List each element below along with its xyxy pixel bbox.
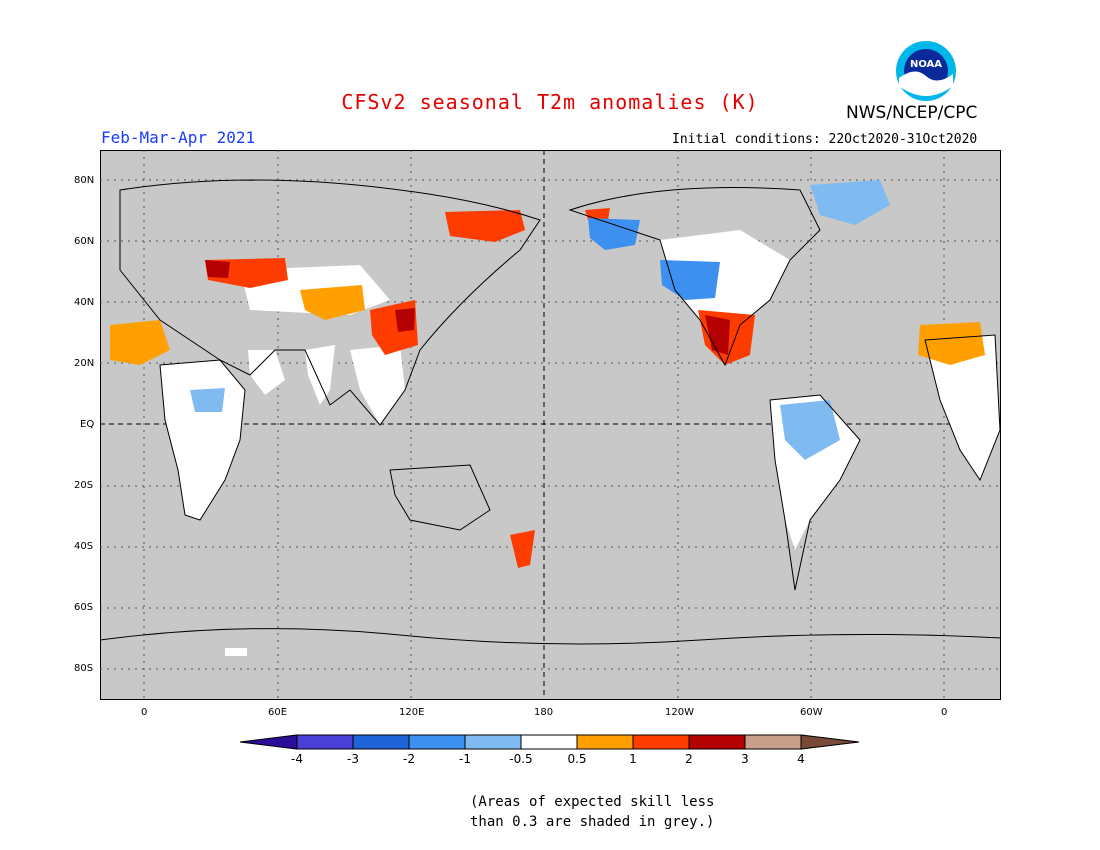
- colorbar-label: 1: [629, 752, 637, 766]
- colorbar-segment: [296, 734, 354, 750]
- world-map: [100, 150, 1001, 700]
- lat-tick: 40N: [74, 297, 95, 308]
- colorbar-segment: [240, 734, 298, 750]
- skill-note: (Areas of expected skill less than 0.3 a…: [470, 792, 730, 832]
- colorbar-segment: [464, 734, 522, 750]
- lat-tick: 40S: [74, 541, 94, 552]
- lat-tick: 20N: [74, 358, 95, 369]
- lon-tick: 0: [941, 707, 948, 718]
- skill-note-line: than 0.3 are shaded in grey.): [470, 814, 715, 830]
- lat-tick: EQ: [80, 419, 95, 430]
- lon-tick: 0: [141, 707, 148, 718]
- lon-tick: 120W: [665, 707, 694, 718]
- colorbar-segment: [520, 734, 578, 750]
- colorbar-label: -3: [347, 752, 359, 766]
- lat-tick: 80N: [74, 175, 95, 186]
- noaa-logo: NOAA: [896, 41, 956, 101]
- colorbar-label: 2: [685, 752, 693, 766]
- colorbar-label: 0.5: [567, 752, 587, 766]
- colorbar-segment: [408, 734, 466, 750]
- colorbar-segment: [744, 734, 802, 750]
- colorbar-label: -2: [403, 752, 415, 766]
- lat-tick: 20S: [74, 480, 94, 491]
- colorbar-segment: [352, 734, 410, 750]
- colorbar-segment: [632, 734, 690, 750]
- lon-tick: 180: [534, 707, 554, 718]
- colorbar-label: -1: [459, 752, 471, 766]
- lon-tick: 60W: [800, 707, 823, 718]
- initial-conditions: Initial conditions: 22Oct2020-31Oct2020: [672, 132, 978, 147]
- lat-tick: 60N: [74, 236, 95, 247]
- lat-tick: 80S: [74, 663, 94, 674]
- agency-label: NWS/NCEP/CPC: [846, 103, 978, 123]
- lat-tick: 60S: [74, 602, 94, 613]
- skill-note-line: (Areas of expected skill less: [470, 794, 715, 810]
- colorbar-label: -4: [291, 752, 303, 766]
- colorbar-segment: [800, 734, 860, 750]
- colorbar-label: -0.5: [509, 752, 533, 766]
- colorbar: [240, 734, 860, 750]
- lon-tick: 60E: [268, 707, 288, 718]
- colorbar-segment: [576, 734, 634, 750]
- svg-text:NOAA: NOAA: [910, 59, 942, 70]
- colorbar-segment: [688, 734, 746, 750]
- lon-tick: 120E: [399, 707, 425, 718]
- coastlines: [100, 179, 1001, 645]
- forecast-period: Feb-Mar-Apr 2021: [101, 128, 256, 147]
- colorbar-label: 3: [741, 752, 749, 766]
- map-title: CFSv2 seasonal T2m anomalies (K): [341, 90, 759, 114]
- colorbar-label: 4: [797, 752, 805, 766]
